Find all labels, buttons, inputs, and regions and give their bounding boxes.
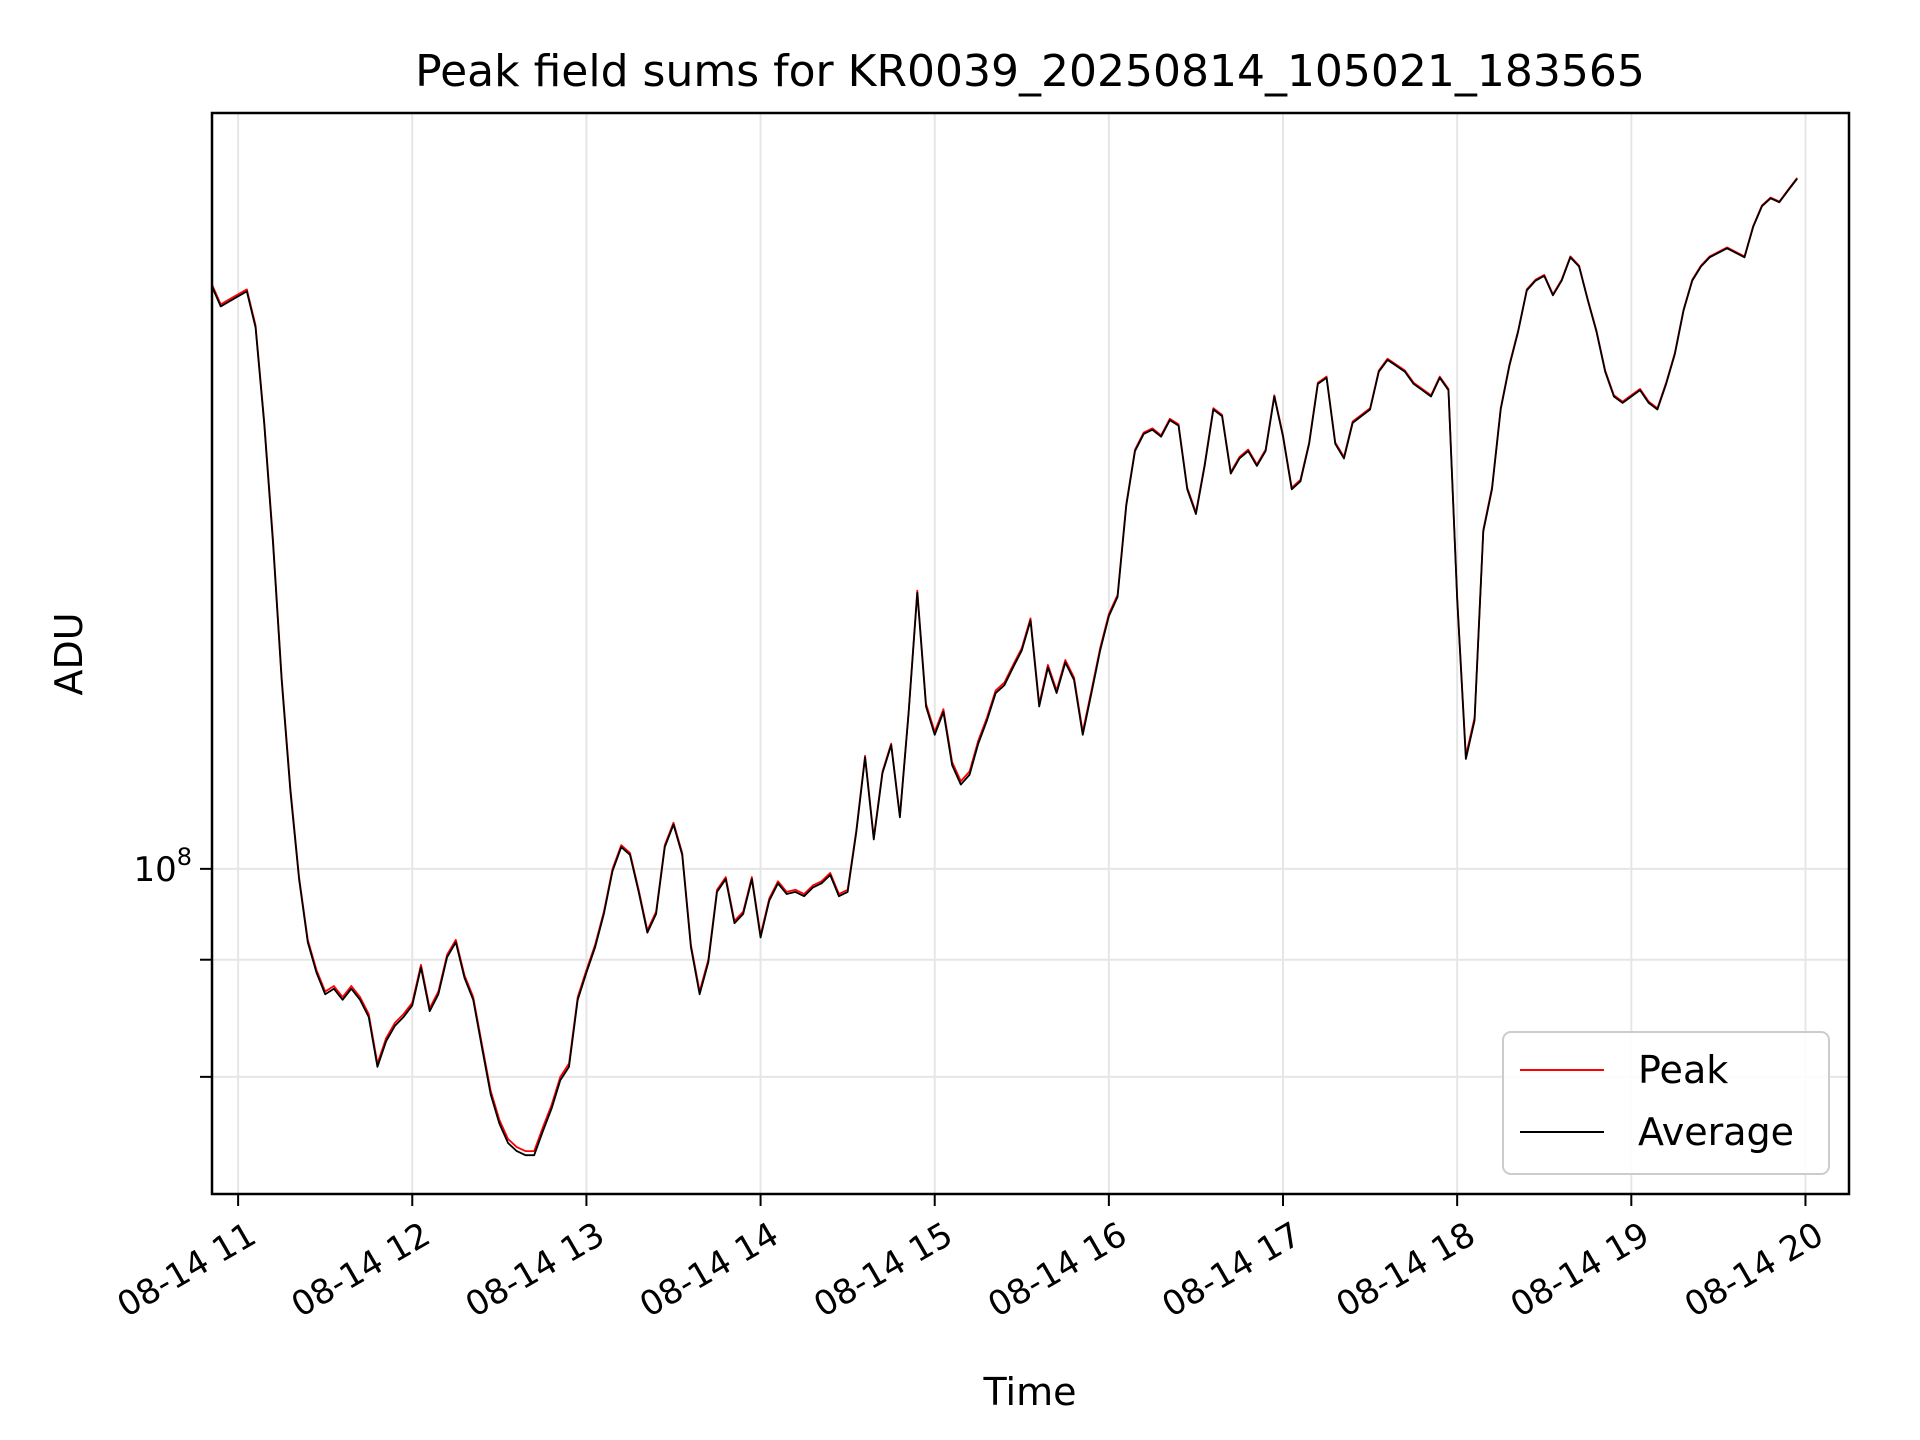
chart-title: Peak field sums for KR0039_20250814_1050… [415,46,1645,97]
y-tick-label-exponent: 8 [177,843,192,871]
y-axis-label: ADU [47,612,91,695]
legend-box [1502,1031,1830,1175]
series-line-average [211,178,1798,1157]
legend-label-peak: Peak [1638,1048,1728,1092]
y-tick-label-base: 10 [133,850,176,890]
legend-label-average: Average [1638,1110,1794,1154]
legend: Peak Average [1502,1031,1830,1175]
series-lines [211,177,1798,1157]
x-axis-label: Time [983,1370,1077,1414]
grid [212,113,1849,1194]
y-tick-label: 108 [133,843,192,890]
plot-area-frame [210,111,1851,1196]
